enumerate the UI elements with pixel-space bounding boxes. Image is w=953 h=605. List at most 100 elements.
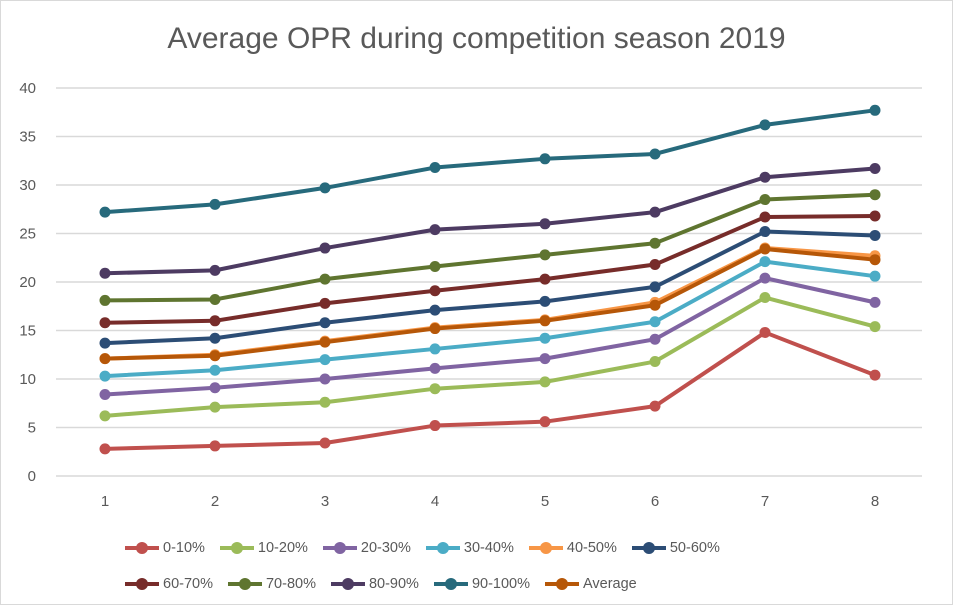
legend-item: 20-30% bbox=[322, 540, 411, 556]
data-point bbox=[319, 242, 331, 254]
data-point bbox=[209, 440, 221, 452]
series-line bbox=[104, 166, 876, 276]
data-point bbox=[759, 194, 771, 206]
data-point bbox=[539, 273, 551, 285]
chart-title: Average OPR during competition season 20… bbox=[167, 22, 786, 55]
y-tick-label: 0 bbox=[28, 468, 36, 485]
data-point bbox=[319, 396, 331, 408]
series-30-40% bbox=[99, 256, 881, 382]
data-point bbox=[319, 273, 331, 285]
legend-item: 30-40% bbox=[425, 540, 514, 556]
legend-item: 50-60% bbox=[631, 540, 720, 556]
series-20-30% bbox=[99, 272, 881, 401]
data-point bbox=[759, 326, 771, 338]
data-point bbox=[99, 443, 111, 455]
data-point bbox=[429, 224, 441, 236]
series-50-60% bbox=[99, 226, 881, 349]
data-point bbox=[539, 218, 551, 230]
legend-marker bbox=[238, 578, 251, 590]
data-point bbox=[869, 369, 881, 381]
x-tick-label: 8 bbox=[871, 493, 879, 510]
x-tick-label: 1 bbox=[101, 493, 109, 510]
data-point bbox=[99, 410, 111, 422]
y-tick-label: 5 bbox=[28, 420, 36, 437]
x-tick-label: 2 bbox=[211, 493, 219, 510]
legend-label: 20-30% bbox=[360, 540, 411, 556]
x-axis-ticks: 1 2 3 4 5 6 7 8 bbox=[101, 493, 879, 510]
legend-swatch bbox=[545, 578, 579, 590]
legend-row: 60-70% 70-80% 80-90% 90-100% Average bbox=[125, 566, 845, 602]
data-point bbox=[319, 336, 331, 348]
series-line bbox=[104, 259, 876, 379]
y-tick-label: 15 bbox=[19, 323, 36, 340]
legend-label: 90-100% bbox=[471, 576, 530, 592]
legend-marker bbox=[556, 578, 568, 590]
data-point bbox=[649, 206, 661, 218]
legend-swatch bbox=[631, 542, 666, 554]
legend-swatch bbox=[425, 542, 460, 554]
data-point bbox=[869, 270, 881, 282]
x-tick-label: 7 bbox=[761, 493, 769, 510]
gridlines bbox=[56, 87, 922, 477]
legend-marker bbox=[436, 542, 449, 554]
data-point bbox=[319, 437, 331, 449]
data-point bbox=[99, 353, 111, 365]
legend-item: 80-90% bbox=[330, 576, 419, 592]
series-70-80% bbox=[99, 189, 881, 306]
data-point bbox=[99, 267, 111, 279]
legend-swatch bbox=[322, 542, 357, 554]
series-line bbox=[104, 295, 876, 418]
y-tick-label: 25 bbox=[19, 226, 36, 243]
legend-swatch bbox=[219, 542, 254, 554]
data-point bbox=[429, 343, 441, 355]
data-point bbox=[649, 237, 661, 249]
legend-marker bbox=[444, 578, 457, 590]
y-axis-ticks: 0 5 10 15 20 25 30 35 40 bbox=[19, 80, 36, 485]
legend-label: 10-20% bbox=[257, 540, 308, 556]
data-point bbox=[319, 297, 331, 309]
legend: 0-10% 10-20% 20-30% 30-40% 40-50% 50-60% 60-7… bbox=[125, 530, 845, 602]
legend-item: 60-70% bbox=[125, 576, 213, 592]
series-Average bbox=[99, 243, 881, 365]
y-tick-label: 40 bbox=[19, 80, 36, 97]
y-tick-label: 10 bbox=[19, 371, 36, 388]
legend-swatch bbox=[125, 542, 159, 554]
series-line bbox=[104, 330, 876, 451]
legend-marker bbox=[230, 542, 243, 554]
series-60-70% bbox=[99, 210, 881, 329]
legend-swatch bbox=[433, 578, 468, 590]
legend-swatch bbox=[125, 578, 159, 590]
data-point bbox=[99, 206, 111, 218]
legend-item: 90-100% bbox=[433, 576, 530, 592]
data-point bbox=[319, 317, 331, 329]
x-tick-label: 3 bbox=[321, 493, 329, 510]
data-point bbox=[99, 389, 111, 401]
data-point bbox=[209, 293, 221, 305]
series-line bbox=[104, 192, 876, 303]
data-point bbox=[539, 295, 551, 307]
data-point bbox=[759, 171, 771, 183]
data-point bbox=[429, 285, 441, 297]
series-80-90% bbox=[99, 163, 881, 279]
legend-label: 0-10% bbox=[163, 540, 205, 556]
x-tick-label: 5 bbox=[541, 493, 549, 510]
legend-item: 40-50% bbox=[528, 540, 617, 556]
series-line bbox=[104, 247, 876, 361]
data-point bbox=[759, 119, 771, 131]
y-tick-label: 20 bbox=[19, 274, 36, 291]
data-point bbox=[869, 163, 881, 175]
legend-row: 0-10% 10-20% 20-30% 30-40% 40-50% 50-60% bbox=[125, 530, 845, 566]
data-point bbox=[539, 153, 551, 165]
data-point bbox=[319, 182, 331, 194]
data-point bbox=[649, 333, 661, 345]
data-point bbox=[869, 254, 881, 266]
data-point bbox=[649, 281, 661, 293]
legend-swatch bbox=[528, 542, 563, 554]
data-point bbox=[869, 189, 881, 201]
legend-marker bbox=[136, 578, 148, 590]
data-point bbox=[759, 292, 771, 304]
series-line bbox=[104, 108, 876, 215]
legend-marker bbox=[136, 542, 148, 554]
data-point bbox=[209, 364, 221, 376]
